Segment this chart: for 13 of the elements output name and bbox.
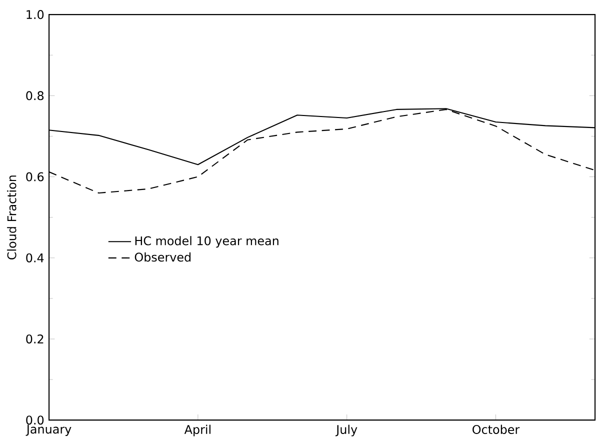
y-tick-label: 0.8 [26,91,44,100]
y-axis-title: Cloud Fraction [7,176,16,260]
x-tick-label: July [336,424,358,437]
y-tick-label: 0.6 [26,172,44,182]
x-tick-label: October [472,424,520,434]
legend-label: Observed [134,252,191,262]
x-tick-label: January [26,424,72,436]
x-tick-label: April [184,424,210,437]
y-tick-label: 1.0 [26,10,44,20]
y-tick-label: 0.4 [26,254,44,263]
y-tick-label: 0.2 [26,334,44,344]
legend-label: HC model 10 year mean [135,236,278,248]
y-tick-label: 0.0 [26,416,44,425]
